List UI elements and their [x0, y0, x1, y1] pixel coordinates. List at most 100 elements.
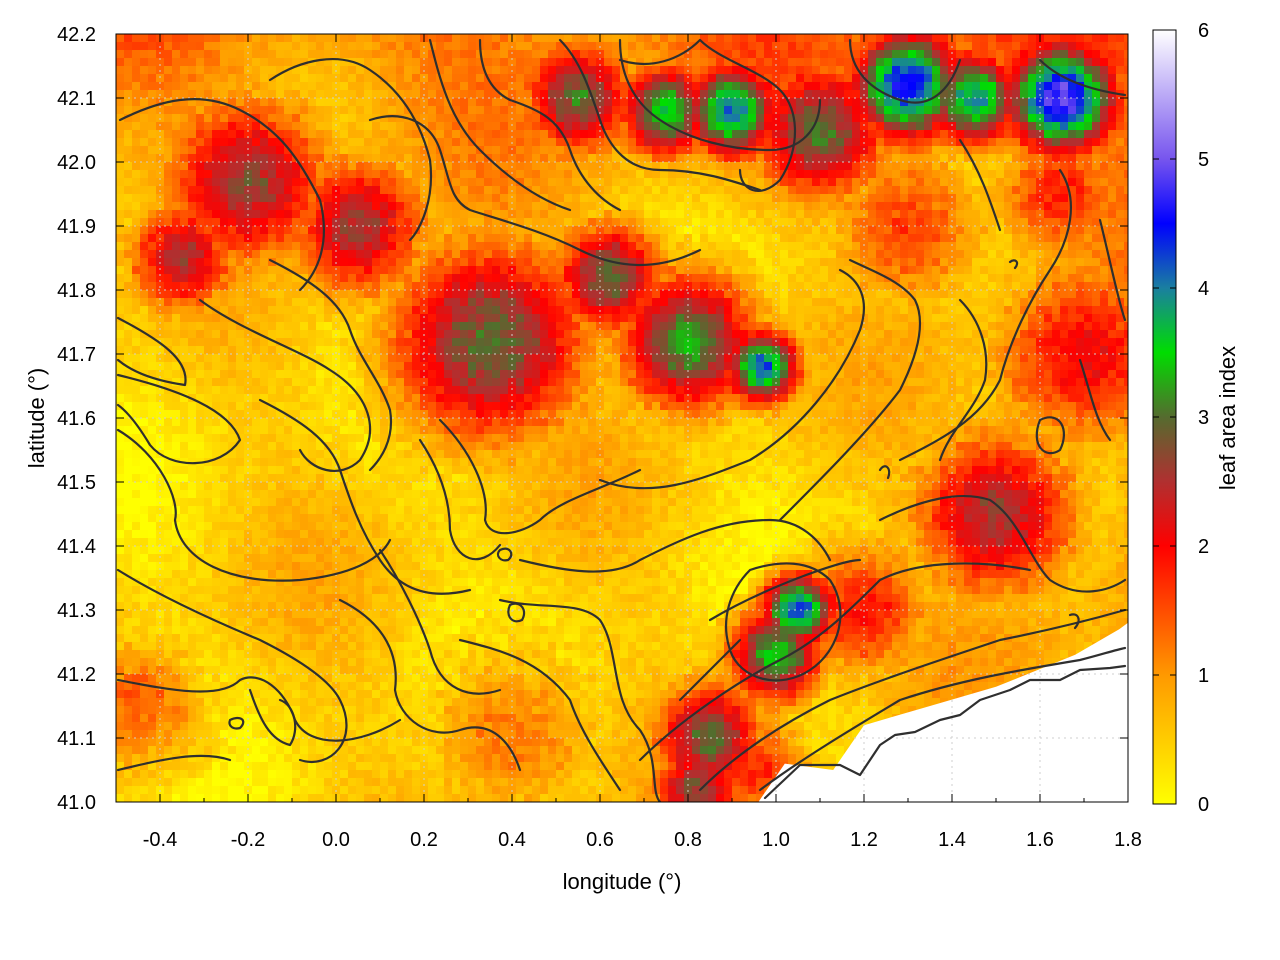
heatmap-cell: [1004, 330, 1013, 339]
heatmap-cell: [892, 290, 901, 299]
heatmap-cell: [668, 170, 677, 179]
heatmap-cell: [1084, 106, 1093, 115]
heatmap-cell: [1052, 258, 1061, 267]
heatmap-cell: [868, 90, 877, 99]
heatmap-cell: [316, 234, 325, 243]
heatmap-cell: [524, 306, 533, 315]
heatmap-cell: [1100, 266, 1109, 275]
heatmap-cell: [892, 58, 901, 67]
heatmap-cell: [268, 274, 277, 283]
heatmap-cell: [116, 210, 125, 219]
heatmap-cell: [228, 274, 237, 283]
heatmap-cell: [340, 290, 349, 299]
heatmap-cell: [988, 122, 997, 131]
heatmap-cell: [324, 106, 333, 115]
heatmap-cell: [204, 58, 213, 67]
heatmap-cell: [556, 306, 565, 315]
heatmap-cell: [148, 282, 157, 291]
heatmap-cell: [476, 234, 485, 243]
heatmap-cell: [132, 162, 141, 171]
heatmap-cell: [356, 130, 365, 139]
heatmap-cell: [708, 322, 717, 331]
heatmap-cell: [1044, 290, 1053, 299]
heatmap-cell: [916, 42, 925, 51]
heatmap-cell: [892, 122, 901, 131]
heatmap-cell: [252, 210, 261, 219]
heatmap-cell: [844, 130, 853, 139]
heatmap-cell: [924, 186, 933, 195]
heatmap-cell: [516, 338, 525, 347]
heatmap-cell: [204, 90, 213, 99]
heatmap-cell: [700, 106, 709, 115]
heatmap-cell: [796, 282, 805, 291]
heatmap-cell: [996, 106, 1005, 115]
heatmap-cell: [484, 34, 493, 43]
heatmap-cell: [172, 146, 181, 155]
heatmap-cell: [916, 242, 925, 251]
heatmap-cell: [500, 266, 509, 275]
heatmap-cell: [268, 338, 277, 347]
heatmap-cell: [884, 98, 893, 107]
heatmap-cell: [516, 218, 525, 227]
heatmap-cell: [244, 290, 253, 299]
heatmap-cell: [756, 74, 765, 83]
heatmap-cell: [932, 234, 941, 243]
heatmap-cell: [828, 322, 837, 331]
heatmap-cell: [940, 322, 949, 331]
heatmap-cell: [676, 186, 685, 195]
heatmap-cell: [260, 98, 269, 107]
heatmap-cell: [700, 42, 709, 51]
heatmap-cell: [460, 74, 469, 83]
heatmap-cell: [900, 298, 909, 307]
heatmap-cell: [812, 330, 821, 339]
heatmap-cell: [796, 178, 805, 187]
heatmap-cell: [324, 186, 333, 195]
heatmap-cell: [788, 282, 797, 291]
heatmap-cell: [580, 186, 589, 195]
heatmap-cell: [988, 290, 997, 299]
heatmap-cell: [876, 202, 885, 211]
heatmap-cell: [580, 34, 589, 43]
heatmap-cell: [980, 306, 989, 315]
heatmap-cell: [1116, 170, 1125, 179]
heatmap-cell: [284, 122, 293, 131]
heatmap-cell: [700, 98, 709, 107]
heatmap-cell: [1036, 338, 1045, 347]
heatmap-cell: [116, 234, 125, 243]
heatmap-cell: [540, 170, 549, 179]
heatmap-cell: [196, 178, 205, 187]
heatmap-cell: [1044, 114, 1053, 123]
heatmap-cell: [156, 50, 165, 59]
heatmap-cell: [932, 74, 941, 83]
heatmap-cell: [820, 170, 829, 179]
heatmap-cell: [276, 210, 285, 219]
heatmap-cell: [268, 202, 277, 211]
heatmap-cell: [836, 186, 845, 195]
heatmap-cell: [292, 58, 301, 67]
heatmap-cell: [580, 250, 589, 259]
heatmap-cell: [420, 82, 429, 91]
heatmap-cell: [988, 34, 997, 43]
heatmap-cell: [860, 58, 869, 67]
heatmap-cell: [196, 58, 205, 67]
heatmap-cell: [1028, 146, 1037, 155]
heatmap-cell: [628, 330, 637, 339]
heatmap-cell: [324, 242, 333, 251]
heatmap-cell: [924, 242, 933, 251]
heatmap-cell: [436, 242, 445, 251]
heatmap-cell: [996, 178, 1005, 187]
heatmap-cell: [780, 274, 789, 283]
heatmap-cell: [364, 138, 373, 147]
heatmap-cell: [572, 106, 581, 115]
heatmap-cell: [868, 226, 877, 235]
heatmap-cell: [852, 114, 861, 123]
heatmap-cell: [572, 250, 581, 259]
heatmap-cell: [340, 346, 349, 355]
heatmap-cell: [132, 274, 141, 283]
heatmap-cell: [1052, 122, 1061, 131]
heatmap-cell: [204, 210, 213, 219]
heatmap-cell: [676, 34, 685, 43]
heatmap-cell: [524, 154, 533, 163]
heatmap-cell: [724, 98, 733, 107]
heatmap-cell: [628, 50, 637, 59]
